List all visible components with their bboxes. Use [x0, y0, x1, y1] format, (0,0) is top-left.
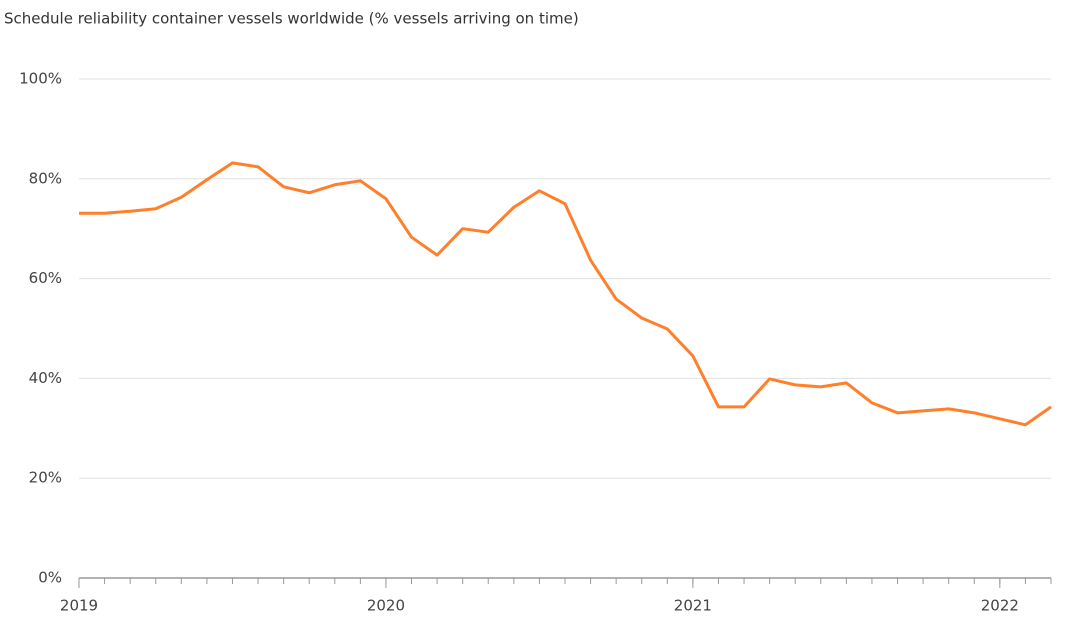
- x-tick-label: 2021: [674, 597, 712, 615]
- y-tick-label: 0%: [38, 569, 62, 587]
- y-tick-label: 60%: [29, 269, 62, 287]
- x-tick-label: 2019: [60, 597, 98, 615]
- chart-title: Schedule reliability container vessels w…: [4, 10, 579, 28]
- y-tick-label: 20%: [29, 469, 62, 487]
- line-series: [79, 161, 1052, 427]
- y-tick-label: 40%: [29, 369, 62, 387]
- y-tick-label: 100%: [19, 70, 62, 88]
- x-tick-label: 2022: [981, 597, 1019, 615]
- x-tick-label: 2020: [367, 597, 405, 615]
- y-tick-label: 80%: [29, 169, 62, 187]
